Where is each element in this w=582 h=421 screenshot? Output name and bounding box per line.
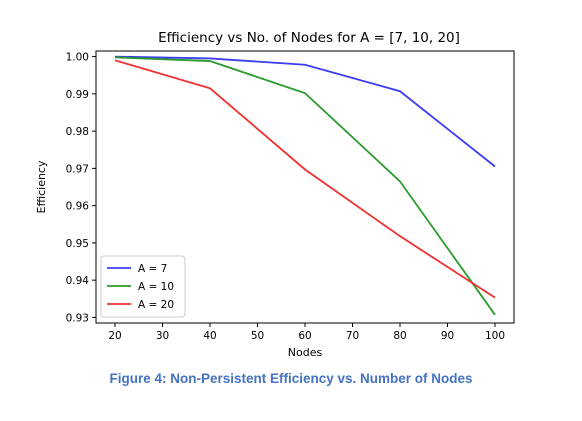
x-tick-label: 100 <box>485 330 505 342</box>
y-tick-label: 0.94 <box>66 275 90 287</box>
legend-label: A = 10 <box>138 281 174 293</box>
y-tick-label: 0.99 <box>66 89 89 101</box>
x-tick-label: 60 <box>298 330 311 342</box>
series-line-3 <box>114 59 496 299</box>
series-line-2 <box>114 56 496 316</box>
series-lines <box>114 55 496 316</box>
legend-label: A = 20 <box>138 299 174 311</box>
figure-caption: Figure 4: Non-Persistent Efficiency vs. … <box>109 371 473 386</box>
x-tick-label: 40 <box>203 330 216 342</box>
y-tick-label: 0.98 <box>66 126 89 138</box>
series-line-1 <box>114 55 496 168</box>
x-tick-label: 70 <box>346 330 359 342</box>
chart: Efficiency vs No. of Nodes for A = [7, 1… <box>35 30 515 359</box>
legend-label: A = 7 <box>138 263 167 275</box>
axis-ticks: 20 30 40 50 60 70 80 90 100 0.93 0.94 0.95 0.96 0.97 0… <box>66 52 505 342</box>
y-tick-label: 0.97 <box>66 163 89 175</box>
legend-box <box>100 255 186 318</box>
x-tick-label: 50 <box>251 330 264 342</box>
y-tick-label: 0.93 <box>66 312 89 324</box>
x-tick-label: 80 <box>393 330 406 342</box>
chart-title: Efficiency vs No. of Nodes for A = [7, 1… <box>158 30 460 46</box>
legend: A = 7 A = 10 A = 20 <box>100 255 186 318</box>
x-tick-label: 30 <box>156 330 169 342</box>
y-tick-label: 1.00 <box>66 52 89 64</box>
x-axis-label: Nodes <box>288 346 323 359</box>
x-tick-label: 90 <box>441 330 454 342</box>
y-axis-label: Efficiency <box>35 160 48 213</box>
x-tick-label: 20 <box>108 330 121 342</box>
y-tick-label: 0.96 <box>66 201 90 213</box>
y-tick-label: 0.95 <box>66 238 89 250</box>
